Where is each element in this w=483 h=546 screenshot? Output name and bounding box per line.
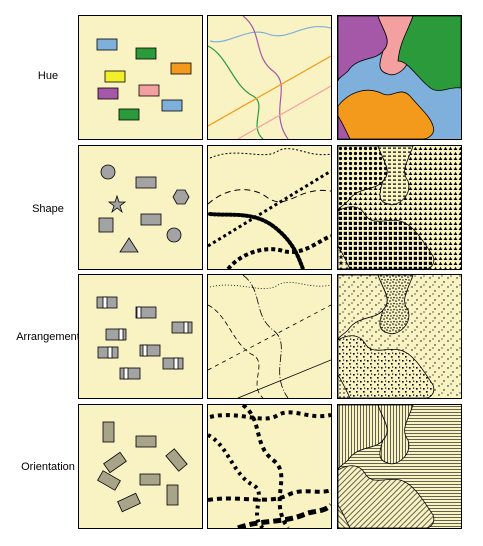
hue-point-panel bbox=[78, 15, 203, 140]
hue-point-symbols bbox=[96, 38, 192, 121]
shape-area-symbols bbox=[338, 146, 461, 269]
orientation-point-symbols bbox=[97, 421, 188, 513]
orientation-line-symbols bbox=[208, 405, 331, 528]
row-label-shape: Shape bbox=[32, 203, 64, 215]
orientation-area-symbols bbox=[338, 405, 461, 528]
hue-line-symbols bbox=[208, 16, 331, 139]
shape-point-panel bbox=[78, 145, 203, 270]
orientation-area-panel bbox=[337, 404, 462, 529]
row-label-hue: Hue bbox=[37, 70, 59, 82]
orientation-point-panel bbox=[78, 404, 203, 529]
arrangement-area-symbols bbox=[338, 275, 461, 398]
hue-area-panel bbox=[337, 15, 462, 140]
arrangement-point-panel bbox=[78, 274, 203, 399]
orientation-line-panel bbox=[207, 404, 332, 529]
hue-area-symbols bbox=[338, 16, 461, 139]
hue-line-panel bbox=[207, 15, 332, 140]
shape-line-symbols bbox=[208, 148, 331, 269]
shape-area-panel bbox=[337, 145, 462, 270]
arrangement-line-panel bbox=[207, 274, 332, 399]
row-label-orientation: Orientation bbox=[21, 461, 75, 473]
arrangement-area-panel bbox=[337, 274, 462, 399]
shape-line-panel bbox=[207, 145, 332, 270]
shape-point-symbols bbox=[98, 164, 190, 253]
arrangement-line-symbols bbox=[208, 275, 331, 398]
row-label-arrangement: Arrangement bbox=[16, 331, 80, 343]
arrangement-point-symbols bbox=[96, 296, 193, 380]
